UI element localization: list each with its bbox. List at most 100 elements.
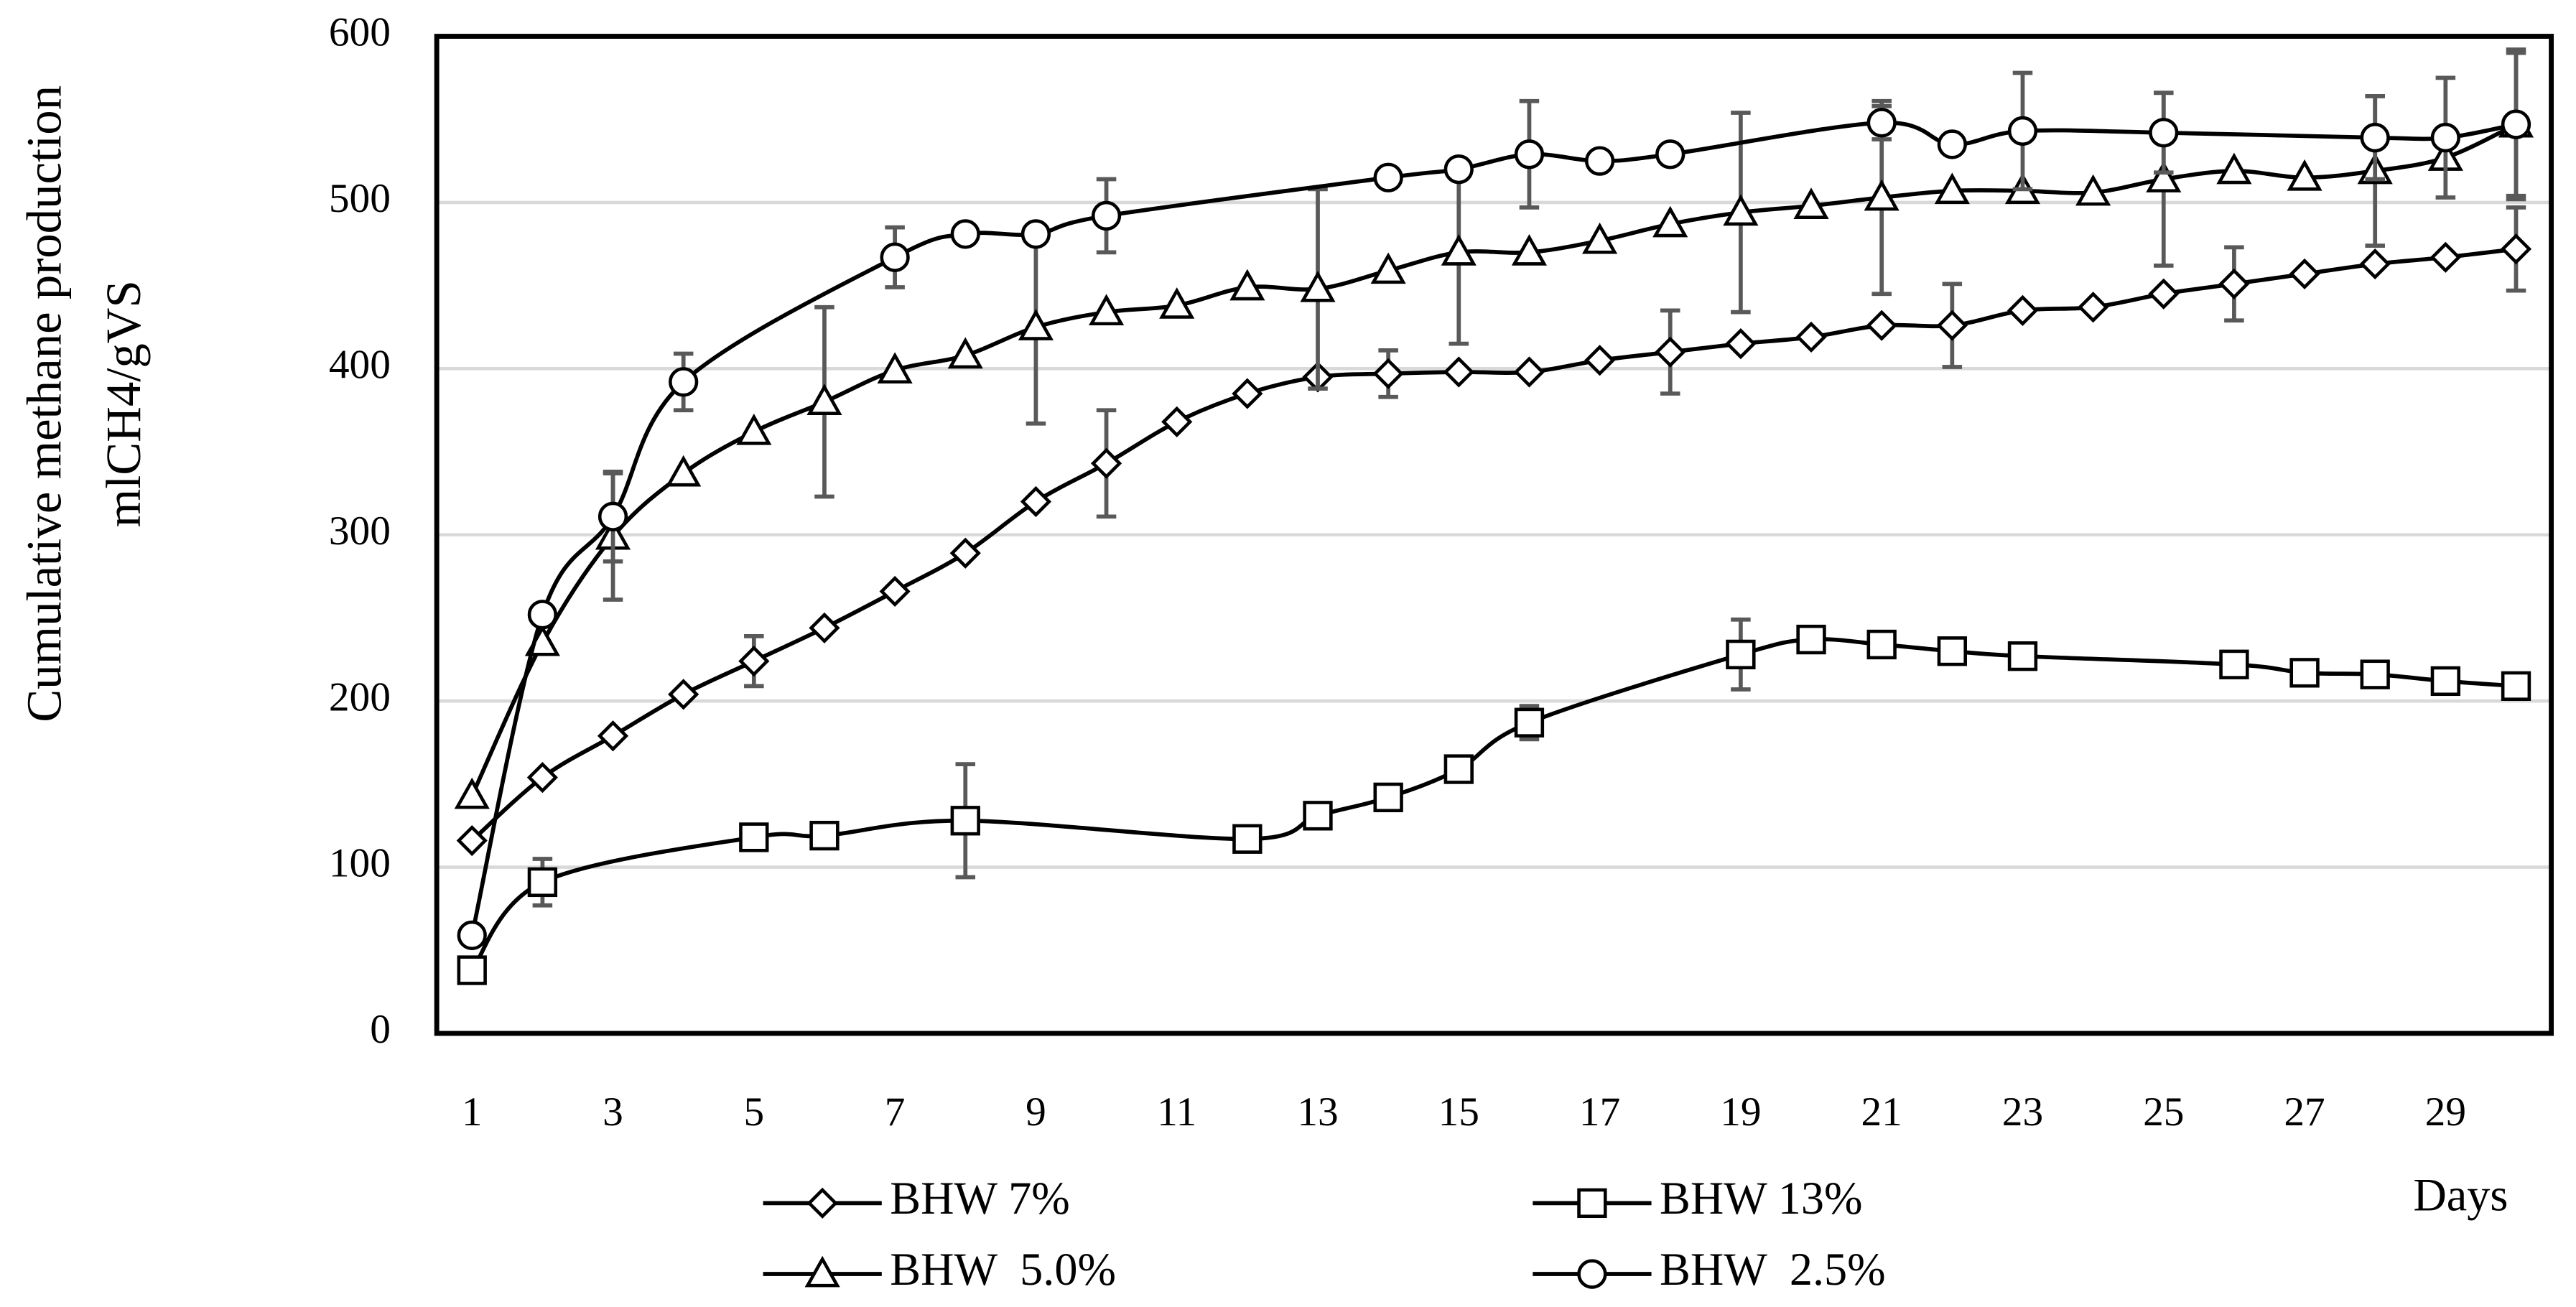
marker (2148, 278, 2180, 310)
x-tick-label: 17 (1579, 1089, 1620, 1135)
marker (1864, 179, 1900, 211)
marker (2500, 233, 2532, 265)
marker (1232, 824, 1263, 854)
marker (669, 367, 699, 397)
marker (456, 824, 488, 857)
marker (806, 1187, 838, 1219)
marker (457, 955, 487, 985)
x-tick-label: 3 (603, 1089, 623, 1135)
marker (1441, 234, 1477, 266)
x-tick-label: 13 (1297, 1089, 1338, 1135)
series-line (470, 246, 2516, 842)
marker (1795, 321, 1827, 353)
marker (1514, 707, 1545, 738)
marker (1513, 356, 1545, 388)
x-tick-label: 1 (462, 1089, 483, 1135)
marker (1159, 287, 1195, 319)
series-line (470, 637, 2516, 972)
marker (527, 600, 558, 630)
legend-label: BHW 7% (890, 1173, 1069, 1224)
y-tick-label: 500 (329, 176, 391, 221)
marker (666, 455, 702, 487)
marker (1373, 782, 1403, 813)
marker (597, 720, 629, 752)
marker (2149, 118, 2179, 148)
marker (1866, 108, 1897, 138)
legend-item: BHW 13% (1533, 1173, 1863, 1224)
marker (2359, 248, 2391, 280)
series-line (470, 120, 2517, 936)
marker (1091, 200, 1122, 231)
marker (2007, 641, 2038, 671)
marker (809, 820, 840, 851)
x-tick-label: 7 (885, 1089, 906, 1135)
x-tick-label: 25 (2143, 1089, 2184, 1135)
marker (2360, 659, 2390, 689)
plot-border (434, 34, 2554, 1036)
marker (1577, 1259, 1607, 1289)
marker (2430, 123, 2461, 153)
marker (1443, 356, 1474, 388)
marker (1725, 328, 1757, 360)
marker (1584, 146, 1615, 176)
y-tick-label: 600 (329, 10, 391, 55)
y-tick-label: 300 (329, 508, 391, 554)
marker (1300, 270, 1336, 302)
marker (1443, 754, 1474, 784)
marker (2075, 174, 2111, 206)
x-tick-label: 19 (1720, 1089, 1761, 1135)
x-tick-label: 21 (1861, 1089, 1902, 1135)
marker (1655, 336, 1686, 368)
marker (2501, 671, 2531, 701)
marker (809, 612, 840, 643)
marker (879, 575, 911, 608)
marker (1370, 252, 1406, 284)
marker (2289, 258, 2320, 290)
marker (1020, 219, 1051, 249)
marker (1866, 629, 1897, 660)
y-tick-label: 100 (329, 841, 391, 886)
marker (1577, 1188, 1607, 1219)
marker (1020, 485, 1052, 518)
marker (1088, 294, 1125, 326)
marker (454, 777, 490, 809)
marker (1796, 624, 1826, 655)
marker (1582, 222, 1618, 254)
marker (1726, 639, 1756, 670)
marker (738, 646, 770, 677)
marker (1511, 234, 1548, 266)
marker (739, 822, 769, 852)
marker (2218, 268, 2250, 299)
marker (1373, 162, 1403, 192)
marker (1937, 129, 1967, 159)
marker (736, 413, 772, 445)
marker (1161, 406, 1193, 438)
marker (880, 242, 910, 272)
marker (1652, 205, 1688, 238)
x-tick-label: 9 (1026, 1089, 1046, 1135)
marker (2501, 109, 2531, 139)
marker (1018, 309, 1054, 340)
legend-label: BHW 13% (1660, 1173, 1863, 1224)
marker (950, 219, 980, 249)
marker (2146, 161, 2182, 192)
marker (2219, 649, 2249, 679)
marker (1866, 310, 1897, 341)
marker (527, 867, 558, 898)
marker (950, 806, 980, 836)
marker (2289, 658, 2320, 688)
series (456, 205, 2532, 857)
marker (457, 920, 487, 951)
x-axis-label: Days (2413, 1170, 2508, 1221)
marker (1655, 139, 1685, 169)
marker (2287, 159, 2322, 191)
y-tick-label: 200 (329, 674, 391, 720)
marker (1229, 269, 1265, 301)
x-tick-label: 15 (1438, 1089, 1479, 1135)
marker (1723, 194, 1759, 226)
marker (1937, 636, 1967, 666)
x-tick-label: 5 (743, 1089, 764, 1135)
legend-item: BHW 5.0% (763, 1244, 1116, 1295)
marker (2216, 152, 2252, 185)
